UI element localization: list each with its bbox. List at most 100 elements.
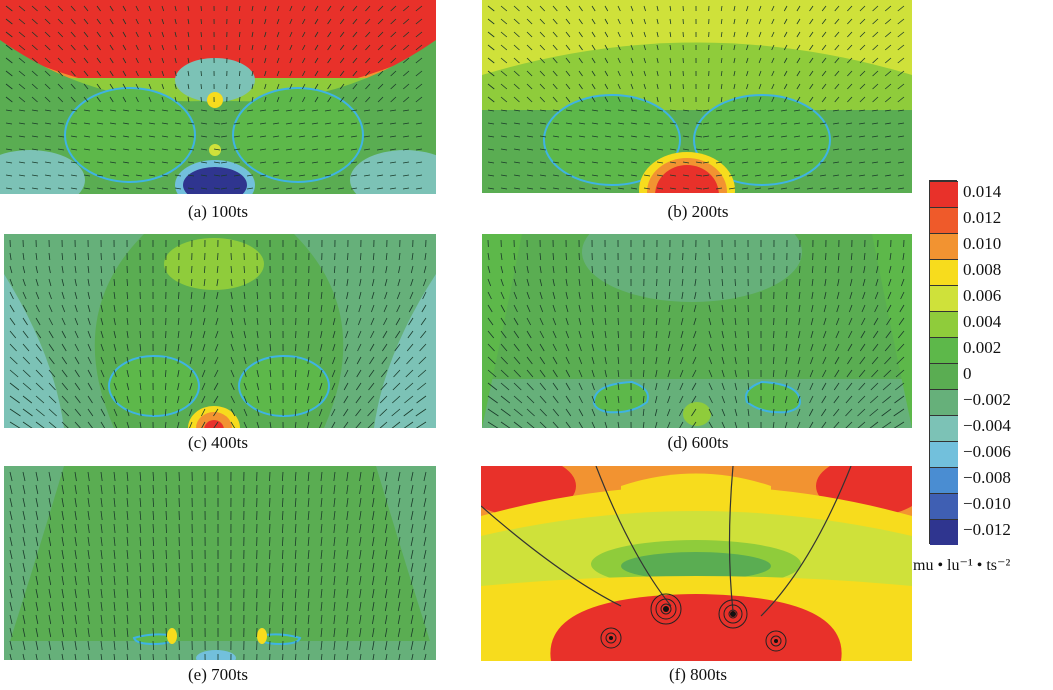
velocity-arrow [526,252,529,261]
velocity-arrow [656,187,664,190]
velocity-arrow [215,330,219,339]
velocity-arrow [708,317,712,326]
velocity-arrow [126,484,129,495]
velocity-arrow [31,18,38,25]
velocity-arrow [630,5,634,12]
velocity-arrow [565,31,571,38]
colorbar-cell [930,363,958,389]
velocity-arrow [31,174,39,177]
velocity-arrow [22,497,26,508]
velocity-arrow [552,265,555,274]
velocity-arrow [176,408,180,417]
velocity-arrow [307,484,310,495]
velocity-arrow [220,148,228,151]
colorbar-cell [930,441,958,467]
velocity-arrow [513,161,521,164]
velocity-arrow [410,471,414,482]
velocity-arrow [48,278,52,287]
velocity-arrow [734,291,737,300]
velocity-arrow [256,330,259,339]
velocity-arrow [148,96,152,103]
velocity-arrow [863,265,866,274]
velocity-arrow [281,497,284,508]
velocity-arrow [526,330,532,339]
velocity-arrow [109,83,114,90]
velocity-arrow [884,44,892,51]
velocity-arrow [734,369,737,378]
velocity-arrow [372,497,375,508]
velocity-arrow [350,109,358,112]
velocity-arrow [307,317,310,326]
velocity-arrow [643,343,645,352]
velocity-arrow [294,510,297,521]
velocity-arrow [152,562,155,573]
velocity-arrow [139,343,142,352]
velocity-arrow [368,382,375,391]
velocity-arrow [857,421,866,428]
velocity-arrow [654,421,658,428]
velocity-arrow [96,109,104,112]
velocity-arrow [513,330,520,339]
velocity-arrow [708,278,711,287]
velocity-arrow [617,44,621,51]
velocity-arrow [161,109,169,112]
velocity-arrow [377,44,384,51]
contour-plot-a [0,0,436,194]
velocity-arrow [215,317,219,326]
velocity-arrow [139,484,142,495]
velocity-arrow [339,5,345,12]
velocity-arrow [389,174,397,177]
velocity-arrow [539,174,547,177]
velocity-arrow [591,122,599,125]
velocity-arrow [721,369,725,378]
velocity-arrow [320,317,323,326]
velocity-arrow [372,523,375,534]
velocity-arrow [630,187,638,190]
velocity-arrow [9,497,13,508]
velocity-arrow [798,330,801,339]
velocity-arrow [113,588,116,599]
velocity-arrow [552,330,557,339]
velocity-arrow [539,70,546,77]
velocity-arrow [513,278,517,287]
velocity-arrow [487,421,499,428]
velocity-arrow [96,44,101,51]
velocity-arrow [783,70,788,77]
velocity-arrow [269,614,271,625]
velocity-arrow [346,653,349,660]
velocity-arrow [307,627,310,638]
velocity-arrow [809,44,814,51]
velocity-arrow [333,484,336,495]
velocity-arrow [679,382,684,391]
velocity-arrow [397,601,401,612]
velocity-arrow [48,497,52,508]
velocity-arrow [230,343,234,352]
velocity-arrow [680,356,684,365]
velocity-arrow [187,161,195,164]
velocity-arrow [230,330,234,339]
velocity-arrow [513,70,520,77]
velocity-arrow [332,317,336,326]
velocity-arrow [344,356,349,365]
velocity-arrow [376,187,384,190]
velocity-arrow [392,395,401,404]
velocity-arrow [821,382,827,391]
velocity-arrow [190,330,193,339]
velocity-arrow [617,408,620,417]
velocity-arrow [741,135,749,138]
velocity-arrow [148,135,156,138]
velocity-arrow [113,317,116,326]
velocity-arrow [148,122,156,125]
velocity-arrow [31,83,38,90]
velocity-arrow [70,18,76,25]
velocity-arrow [487,161,495,164]
velocity-arrow [320,497,323,508]
velocity-arrow [311,122,319,125]
velocity-arrow [869,395,879,404]
velocity-arrow [31,57,38,64]
velocity-arrow [720,31,723,38]
velocity-arrow [720,5,723,12]
velocity-arrow [578,356,583,365]
velocity-arrow [352,57,358,64]
velocity-arrow [70,161,78,164]
